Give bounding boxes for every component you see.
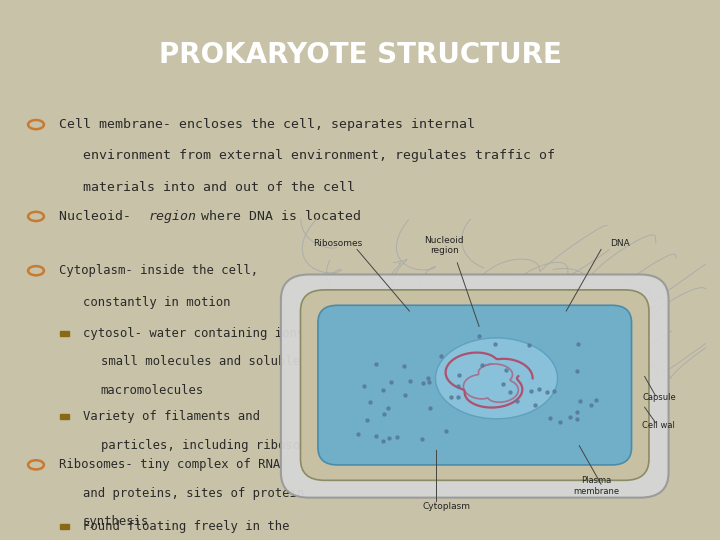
Text: Cytoplasm- inside the cell,: Cytoplasm- inside the cell, <box>59 264 258 277</box>
Ellipse shape <box>436 338 557 419</box>
Text: Capsule: Capsule <box>642 393 676 402</box>
Text: where DNA is located: where DNA is located <box>193 210 361 223</box>
Text: Variety of filaments and: Variety of filaments and <box>83 410 260 423</box>
Text: Ribosomes- tiny complex of RNA: Ribosomes- tiny complex of RNA <box>59 458 280 471</box>
Text: DNA: DNA <box>610 239 629 248</box>
Text: Cell wal: Cell wal <box>642 421 675 430</box>
Text: Plasma
membrane: Plasma membrane <box>574 476 620 496</box>
Text: region: region <box>149 210 197 223</box>
FancyBboxPatch shape <box>300 290 649 481</box>
Text: Nucleoid
region: Nucleoid region <box>424 236 464 255</box>
Text: synthesis: synthesis <box>83 515 149 528</box>
Text: and proteins, sites of protein: and proteins, sites of protein <box>83 487 304 500</box>
FancyBboxPatch shape <box>318 305 631 465</box>
Text: Cell membrane- encloses the cell, separates internal: Cell membrane- encloses the cell, separa… <box>59 118 475 131</box>
FancyBboxPatch shape <box>281 274 669 498</box>
Text: Nucleoid-: Nucleoid- <box>59 210 139 223</box>
Text: macromolecules: macromolecules <box>101 383 204 396</box>
Text: constantly in motion: constantly in motion <box>83 295 230 308</box>
Text: PROKARYOTE STRUCTURE: PROKARYOTE STRUCTURE <box>158 41 562 69</box>
Bar <box>60 524 69 529</box>
Text: environment from external environment, regulates traffic of: environment from external environment, r… <box>83 150 555 163</box>
Bar <box>60 414 69 420</box>
Text: small molecules and soluble: small molecules and soluble <box>101 355 300 368</box>
Text: Ribosomes: Ribosomes <box>314 239 363 248</box>
Bar <box>60 331 69 336</box>
Text: Found floating freely in the: Found floating freely in the <box>83 520 289 533</box>
Text: particles, including ribosomes: particles, including ribosomes <box>101 438 322 452</box>
Text: Cytoplasm: Cytoplasm <box>423 502 470 511</box>
Text: cytosol- water containing ions,: cytosol- water containing ions, <box>83 327 312 340</box>
Text: materials into and out of the cell: materials into and out of the cell <box>83 181 355 194</box>
